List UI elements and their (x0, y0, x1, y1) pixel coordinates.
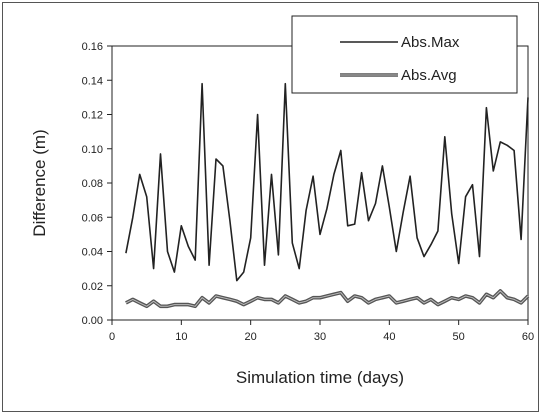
series-line-abs-max (125, 82, 529, 282)
y-tick-label: 0.02 (82, 281, 103, 293)
x-axis-label: Simulation time (days) (236, 368, 404, 387)
y-axis-label: Difference (m) (30, 129, 49, 236)
legend-label-abs-max: Abs.Max (401, 34, 460, 51)
series-line-abs-avg (125, 289, 530, 309)
y-tick-label: 0.10 (82, 144, 103, 156)
x-tick-label: 60 (522, 331, 534, 343)
x-tick-label: 50 (453, 331, 465, 343)
y-tick-label: 0.04 (82, 247, 103, 259)
y-tick-label: 0.08 (82, 178, 103, 190)
x-tick-label: 20 (245, 331, 257, 343)
legend: Abs.Max Abs.Avg (291, 15, 518, 94)
x-axis-ticks: 0 10 20 30 40 50 60 (109, 320, 534, 343)
y-tick-label: 0.16 (82, 41, 103, 53)
y-axis-ticks: 0.00 0.02 0.04 0.06 0.08 0.10 0.12 0.14 0.16 (82, 41, 112, 327)
x-tick-label: 40 (383, 331, 395, 343)
series-group (125, 82, 530, 309)
y-tick-label: 0.00 (82, 315, 103, 327)
legend-box (291, 15, 518, 94)
x-tick-label: 30 (314, 331, 326, 343)
x-tick-label: 10 (175, 331, 187, 343)
y-tick-label: 0.06 (82, 212, 103, 224)
series-line-abs-avg-inner (125, 290, 529, 307)
y-tick-label: 0.14 (82, 75, 103, 87)
x-tick-label: 0 (109, 331, 115, 343)
y-tick-label: 0.12 (82, 110, 103, 122)
legend-label-abs-avg: Abs.Avg (401, 67, 457, 84)
